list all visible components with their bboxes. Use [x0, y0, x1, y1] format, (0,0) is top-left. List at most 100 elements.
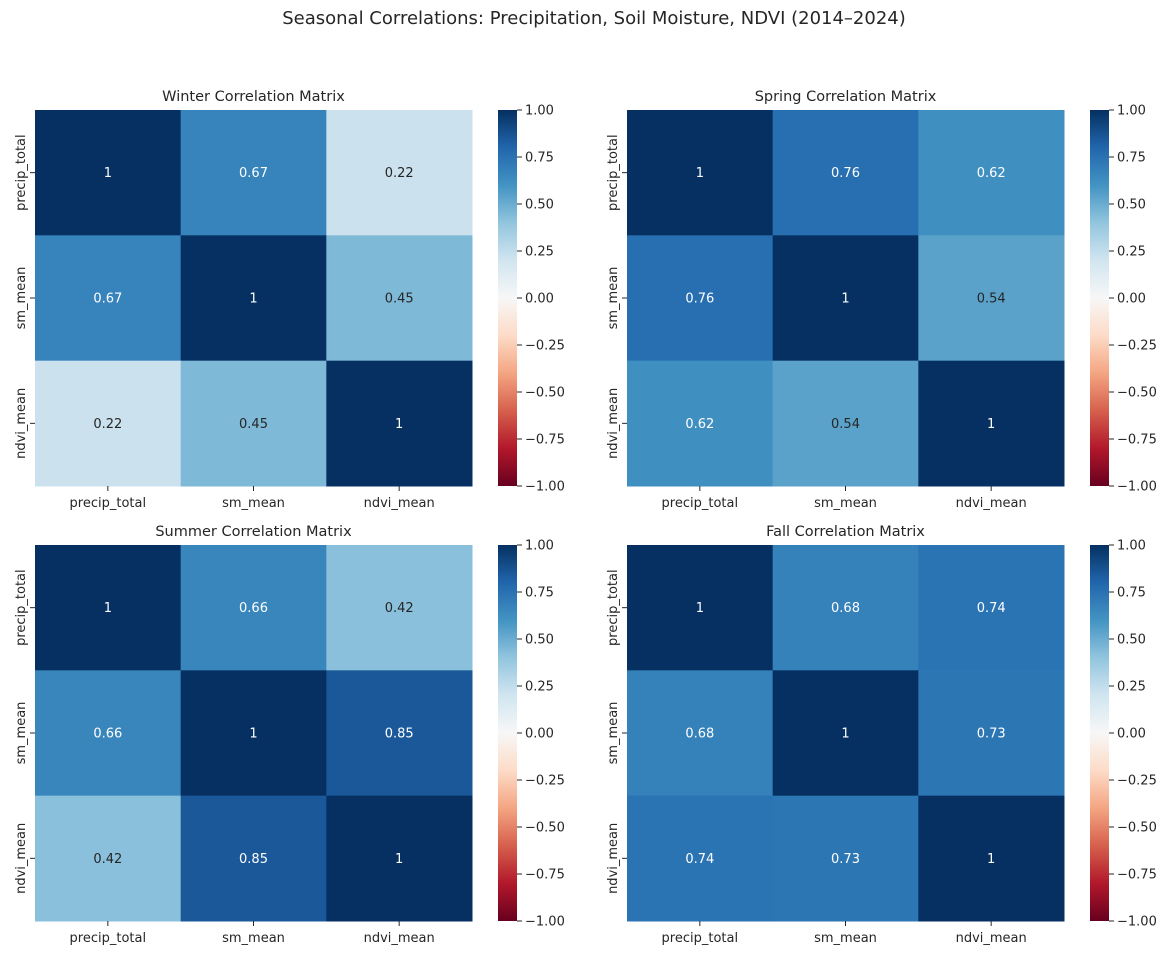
colorbar-gradient	[1090, 110, 1109, 486]
colorbar-tick-label: −0.25	[525, 774, 565, 789]
x-tick-label: sm_mean	[222, 496, 285, 511]
colorbar-tick-label: 0.25	[525, 680, 554, 695]
cell-annotation: 1	[696, 166, 704, 181]
colorbar-tick-label: 0.75	[1117, 586, 1146, 601]
colorbar-tick-label: 0.25	[1117, 245, 1146, 260]
heatmap-cell	[772, 670, 919, 797]
heatmap-cell	[627, 795, 774, 922]
cell-annotation: 0.74	[685, 852, 714, 867]
heatmap-cell	[326, 110, 473, 236]
cell-annotation: 0.66	[239, 601, 268, 616]
heatmap-cell	[772, 110, 919, 236]
colorbar-tick-label: −0.50	[525, 386, 565, 401]
cell-annotation: 1	[841, 727, 849, 742]
cell-annotation: 0.85	[385, 727, 414, 742]
heatmap-cell	[918, 545, 1065, 671]
y-tick-label: ndvi_mean	[14, 823, 29, 894]
x-tick-label: precip_total	[70, 496, 147, 511]
colorbar-tick-label: 0.50	[525, 633, 554, 648]
heatmap-cell	[918, 670, 1065, 797]
colorbar-tick-label: 1.00	[525, 539, 554, 554]
colorbar-tick-label: 0.75	[1117, 151, 1146, 166]
cell-annotation: 1	[249, 292, 257, 307]
heatmap-cell	[918, 795, 1065, 922]
heatmap-cell	[180, 110, 327, 236]
colorbar-tick-label: −0.50	[1117, 386, 1157, 401]
heatmap-cell	[180, 545, 327, 671]
colorbar-tick-label: −1.00	[1117, 915, 1157, 930]
heatmap-cell	[918, 235, 1065, 362]
colorbar-tick-label: 0.50	[1117, 633, 1146, 648]
heatmap-cell	[772, 235, 919, 362]
x-tick-label: sm_mean	[814, 931, 877, 946]
y-tick-label: precip_total	[14, 569, 29, 646]
cell-annotation: 1	[249, 727, 257, 742]
colorbar: 1.00 0.75 0.50 0.25 0.00 −0.25 −0.50 −0.75 −1.00	[1090, 104, 1157, 495]
colorbar-tick-label: 0.50	[1117, 198, 1146, 213]
heatmap-cell	[772, 545, 919, 671]
colorbar-tick-label: −0.75	[1117, 868, 1157, 883]
colorbar-tick-label: 0.75	[525, 586, 554, 601]
colorbar-tick-label: −1.00	[525, 915, 565, 930]
cell-annotation: 0.54	[831, 417, 860, 432]
panel-title: Spring Correlation Matrix	[755, 89, 937, 105]
colorbar-tick-label: 0.75	[525, 151, 554, 166]
y-tick-label: ndvi_mean	[606, 388, 621, 459]
colorbar-tick-label: −0.50	[1117, 821, 1157, 836]
cell-annotation: 1	[987, 417, 995, 432]
cell-annotation: 1	[841, 292, 849, 307]
colorbar-tick-label: −0.75	[525, 433, 565, 448]
heatmap-cell	[326, 670, 473, 797]
cell-annotation: 0.67	[93, 292, 122, 307]
colorbar-tick-label: 0.00	[1117, 292, 1146, 307]
colorbar-gradient	[498, 110, 517, 486]
colorbar: 1.00 0.75 0.50 0.25 0.00 −0.25 −0.50 −0.75 −1.00	[1090, 539, 1157, 930]
heatmap-cell	[326, 360, 473, 487]
heatmap-cell	[627, 360, 774, 487]
y-tick-label: precip_total	[606, 134, 621, 211]
colorbar-tick-label: 1.00	[1117, 539, 1146, 554]
cell-annotation: 0.62	[685, 417, 714, 432]
colorbar-tick-label: 0.50	[525, 198, 554, 213]
cell-annotation: 0.74	[977, 601, 1006, 616]
heatmap-cell	[627, 545, 774, 671]
colorbar: 1.00 0.75 0.50 0.25 0.00 −0.25 −0.50 −0.75 −1.00	[498, 104, 565, 495]
heatmap-cell	[918, 110, 1065, 236]
cell-annotation: 0.45	[239, 417, 268, 432]
colorbar-tick-label: −0.75	[525, 868, 565, 883]
cell-annotation: 0.45	[385, 292, 414, 307]
colorbar-tick-label: −0.25	[1117, 774, 1157, 789]
heatmap-panel: Winter Correlation Matrix 1 0.67 0.22 0.67 1 0…	[14, 89, 565, 511]
heatmap-cell	[627, 235, 774, 362]
cell-annotation: 0.42	[93, 852, 122, 867]
cell-annotation: 0.76	[685, 292, 714, 307]
heatmap-cell	[35, 795, 182, 922]
x-tick-label: ndvi_mean	[956, 496, 1027, 511]
cell-annotation: 1	[696, 601, 704, 616]
heatmap-cell	[772, 360, 919, 487]
colorbar-tick-label: 0.00	[1117, 727, 1146, 742]
y-tick-label: precip_total	[14, 134, 29, 211]
cell-annotation: 0.73	[831, 852, 860, 867]
y-tick-label: sm_mean	[606, 267, 621, 330]
heatmap-panel: Summer Correlation Matrix 1 0.66 0.42 0.66 1 0…	[14, 524, 565, 946]
cell-annotation: 1	[395, 852, 403, 867]
panel-title: Winter Correlation Matrix	[162, 89, 345, 105]
colorbar-tick-label: −0.25	[525, 339, 565, 354]
cell-annotation: 0.62	[977, 166, 1006, 181]
heatmap-cell	[326, 795, 473, 922]
heatmap-cell	[35, 670, 182, 797]
heatmap-cell	[180, 795, 327, 922]
heatmap-cell	[326, 545, 473, 671]
x-tick-label: ndvi_mean	[364, 931, 435, 946]
y-tick-label: ndvi_mean	[14, 388, 29, 459]
y-tick-label: sm_mean	[14, 267, 29, 330]
y-tick-label: sm_mean	[606, 702, 621, 765]
x-tick-label: precip_total	[70, 931, 147, 946]
cell-annotation: 0.66	[93, 727, 122, 742]
colorbar-tick-label: −1.00	[1117, 480, 1157, 495]
heatmap-panel: Fall Correlation Matrix 1 0.68 0.74 0.68 1 0.7…	[606, 524, 1157, 946]
x-tick-label: precip_total	[662, 496, 739, 511]
colorbar-tick-label: −0.50	[525, 821, 565, 836]
